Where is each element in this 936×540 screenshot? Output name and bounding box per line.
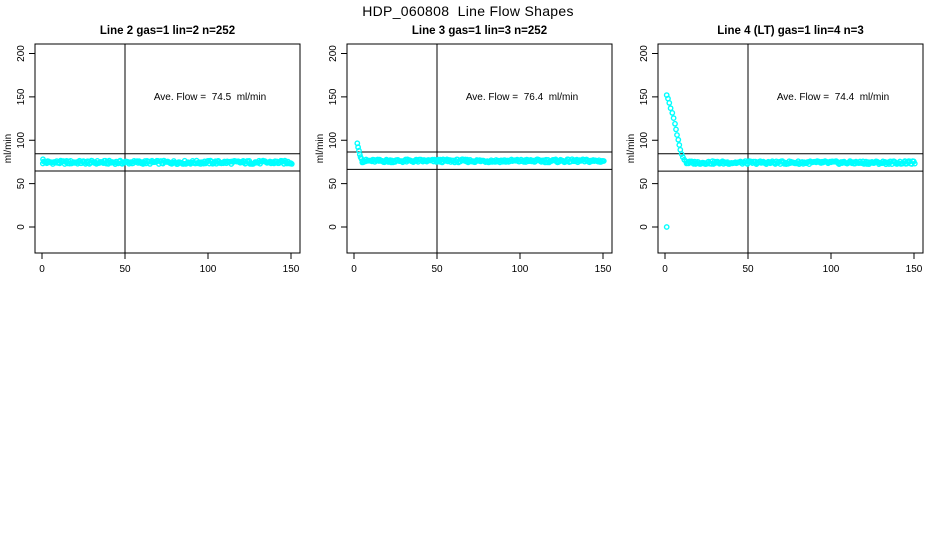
data-point — [669, 110, 676, 116]
data-point — [911, 160, 918, 167]
y-tick-label: 150 — [639, 88, 650, 105]
data-points — [354, 140, 607, 166]
x-tick-label: 150 — [595, 264, 612, 275]
y-tick-label: 50 — [328, 178, 339, 190]
x-tick-label: 0 — [351, 264, 357, 275]
y-tick-label: 150 — [16, 88, 27, 105]
y-tick-label: 50 — [16, 178, 27, 190]
x-tick-label: 100 — [512, 264, 529, 275]
x-tick-label: 150 — [283, 264, 300, 275]
plot-box — [34, 43, 301, 254]
y-tick-label: 50 — [639, 178, 650, 190]
flow-panel: Line 3 gas=1 lin=3 n=252 0 50 100 150 0 50 100 1… — [315, 25, 613, 275]
y-axis-label: ml/min — [3, 134, 14, 163]
y-axis-label: ml/min — [626, 134, 637, 163]
plot-box — [657, 43, 924, 254]
x-tick-label: 50 — [431, 264, 443, 275]
panel-title: Line 3 gas=1 lin=3 n=252 — [412, 25, 547, 37]
data-points — [663, 92, 918, 230]
y-tick-label: 150 — [328, 88, 339, 105]
flow-panel: Line 2 gas=1 lin=2 n=252 0 50 100 150 0 50 100 1… — [3, 25, 301, 275]
y-tick-label: 200 — [639, 45, 650, 62]
y-axis-label: ml/min — [315, 134, 326, 163]
data-point — [288, 160, 295, 167]
panel-title: Line 2 gas=1 lin=2 n=252 — [100, 25, 235, 37]
data-point — [676, 142, 683, 148]
data-point — [672, 120, 678, 127]
y-tick-label: 200 — [16, 45, 27, 62]
x-tick-label: 100 — [823, 264, 840, 275]
y-tick-label: 100 — [328, 131, 339, 148]
ave-flow-annotation: Ave. Flow = 74.5 ml/min — [154, 92, 266, 103]
line-flow-panels-svg: Line 2 gas=1 lin=2 n=252 0 50 100 150 0 50 100 1… — [3, 25, 924, 275]
y-tick-label: 100 — [639, 131, 650, 148]
y-tick-label: 0 — [16, 224, 27, 230]
x-tick-label: 100 — [200, 264, 217, 275]
plot-box — [346, 43, 613, 254]
data-point — [675, 136, 682, 143]
ave-flow-annotation: Ave. Flow = 74.4 ml/min — [777, 92, 889, 103]
panel-title: Line 4 (LT) gas=1 lin=4 n=3 — [717, 25, 863, 37]
x-tick-label: 50 — [742, 264, 754, 275]
y-tick-label: 0 — [328, 224, 339, 230]
x-tick-label: 0 — [662, 264, 668, 275]
data-point — [600, 158, 607, 164]
data-point — [674, 132, 680, 138]
y-tick-label: 200 — [328, 45, 339, 62]
data-point — [666, 100, 673, 106]
data-point — [673, 126, 679, 133]
ave-flow-annotation: Ave. Flow = 76.4 ml/min — [466, 92, 578, 103]
x-tick-label: 0 — [39, 264, 45, 275]
flow-panel: Line 4 (LT) gas=1 lin=4 n=3 0 50 100 150 0 50 1… — [626, 25, 924, 275]
data-point — [670, 115, 677, 122]
y-tick-label: 100 — [16, 131, 27, 148]
data-points — [39, 156, 295, 168]
x-tick-label: 50 — [119, 264, 131, 275]
data-point — [667, 105, 674, 112]
figure-main-title: HDP_060808 Line Flow Shapes — [362, 3, 574, 19]
y-tick-label: 0 — [639, 224, 650, 230]
data-point — [663, 224, 670, 230]
x-tick-label: 150 — [906, 264, 923, 275]
